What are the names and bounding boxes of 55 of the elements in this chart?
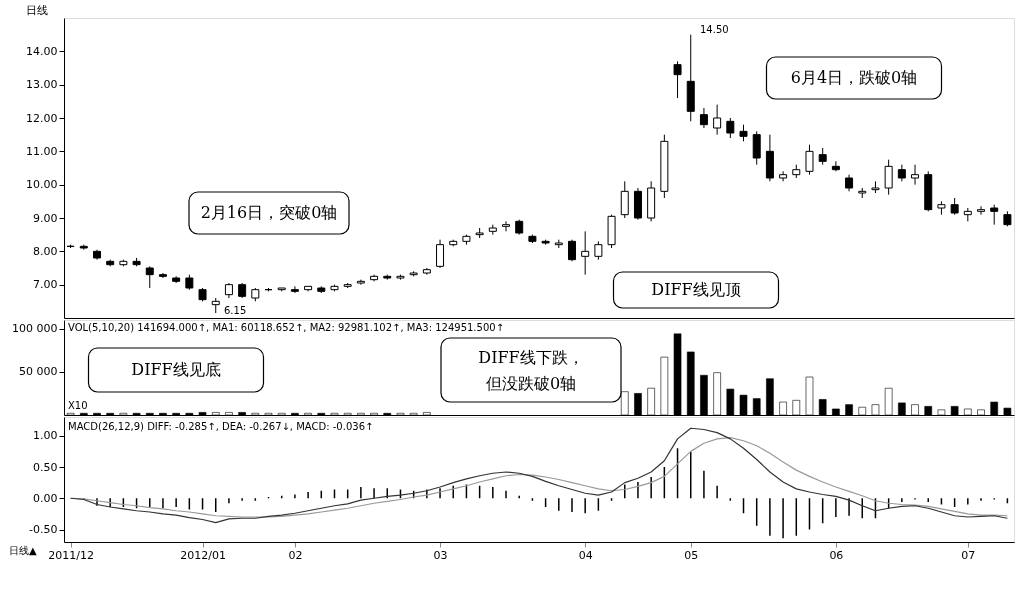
annotation: MACD(26,12,9) DIFF: -0.285↑, DEA: -0.267↓, MACD: -0.036↑ xyxy=(68,421,374,432)
y-tick-label: 9.00 xyxy=(33,211,58,225)
candlestick xyxy=(831,160,840,172)
candlestick xyxy=(145,265,154,289)
annotation: VOL(5,10,20) 141694.000↑, MA1: 60118.652↑, MA2: 92981.102↑, MA3: 124951.500↑ xyxy=(68,322,505,333)
annotation: DIFF线下跌， xyxy=(478,348,584,367)
y-tick-label: -0.50 xyxy=(29,523,58,536)
x-tick-label: 2011/12 xyxy=(48,548,94,562)
candlestick xyxy=(752,130,761,166)
candlestick xyxy=(290,285,299,294)
annotation: 6月4日，跌破0轴 xyxy=(790,68,918,87)
candlestick xyxy=(502,220,511,232)
y-tick-label: 13.00 xyxy=(26,78,58,92)
y-tick-label: 7.00 xyxy=(33,278,58,292)
candlestick xyxy=(990,204,999,226)
annotation: 但没跌破0轴 xyxy=(485,374,577,393)
y-tick-label: 50 000 xyxy=(19,365,58,379)
annotation: 14.50 xyxy=(700,24,729,35)
x-tick-label: 07 xyxy=(961,548,976,562)
candlestick xyxy=(594,240,603,261)
candlestick xyxy=(699,107,708,129)
candlestick xyxy=(726,117,735,139)
candlestick xyxy=(805,144,814,176)
annotation: 2月16日，突破0轴 xyxy=(200,203,338,222)
annotation: X10 xyxy=(68,400,88,411)
y-tick-label: 14.00 xyxy=(26,44,58,58)
y-tick-label: 10.00 xyxy=(26,178,58,192)
candlestick xyxy=(567,239,576,262)
candlestick xyxy=(884,159,893,196)
y-tick-label: 0.50 xyxy=(33,460,58,474)
candlestick xyxy=(911,164,920,186)
candlestick xyxy=(779,170,788,182)
x-tick-label: 05 xyxy=(684,548,699,562)
candlestick xyxy=(620,180,629,219)
y-tick-label: 12.00 xyxy=(26,111,58,125)
annotation: DIFF线见底 xyxy=(131,360,221,379)
y-tick-label: 8.00 xyxy=(33,244,58,258)
annotation: DIFF线见顶 xyxy=(651,280,741,299)
candlestick xyxy=(581,230,590,276)
y-tick-label: 1.00 xyxy=(33,429,58,443)
x-tick-label: 06 xyxy=(829,548,844,562)
annotation: 6.15 xyxy=(224,305,247,316)
candlestick xyxy=(673,60,682,99)
chart-title: 日线 xyxy=(25,4,48,17)
x-tick-label: 02 xyxy=(288,548,303,562)
y-tick-label: 0.00 xyxy=(33,491,58,505)
y-tick-label: 100 000 xyxy=(12,322,58,336)
candlestick xyxy=(436,239,445,269)
x-tick-label: 04 xyxy=(578,548,593,562)
candlestick xyxy=(977,205,986,216)
candlestick xyxy=(713,104,722,136)
text: 日线▲ xyxy=(9,545,37,556)
x-tick-label: 2012/01 xyxy=(180,548,226,562)
x-tick-label: 03 xyxy=(433,548,448,562)
y-tick-label: 11.00 xyxy=(26,144,58,158)
